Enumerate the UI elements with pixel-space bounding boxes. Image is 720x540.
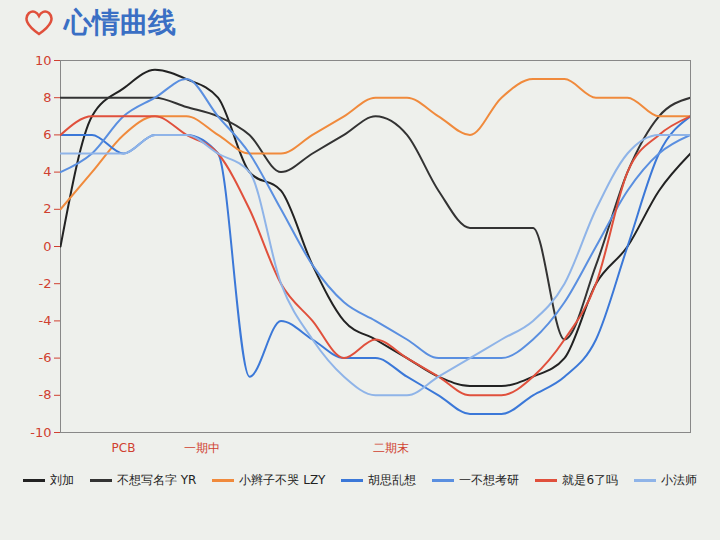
svg-text:8: 8 <box>43 90 51 105</box>
svg-text:4: 4 <box>43 164 51 179</box>
svg-text:-8: -8 <box>39 387 52 402</box>
html-text:一不想考研: 一不想考研 <box>459 473 520 487</box>
svg-text:0: 0 <box>43 239 51 254</box>
html-text:小辫子不哭 LZY: 小辫子不哭 LZY <box>239 473 326 487</box>
html-text:就是6了吗: 就是6了吗 <box>562 473 619 487</box>
html-text:心情曲线: 心情曲线 <box>64 6 176 39</box>
svg-text:PCB: PCB <box>112 441 136 455</box>
html-text:刘加: 刘加 <box>49 473 74 487</box>
html-text:胡思乱想: 胡思乱想 <box>368 473 417 487</box>
svg-text:6: 6 <box>43 127 51 142</box>
svg-text:-6: -6 <box>39 350 52 365</box>
svg-text:-10: -10 <box>30 425 51 440</box>
svg-text:-2: -2 <box>39 276 52 291</box>
html-text:小法师: 小法师 <box>661 473 698 487</box>
svg-text:一期中: 一期中 <box>184 441 220 455</box>
svg-text:10: 10 <box>35 53 52 68</box>
svg-text:-4: -4 <box>39 313 52 328</box>
svg-text:2: 2 <box>43 201 51 216</box>
svg-text:二期末: 二期末 <box>373 441 409 455</box>
html-text:不想写名字 YR: 不想写名字 YR <box>116 473 197 487</box>
